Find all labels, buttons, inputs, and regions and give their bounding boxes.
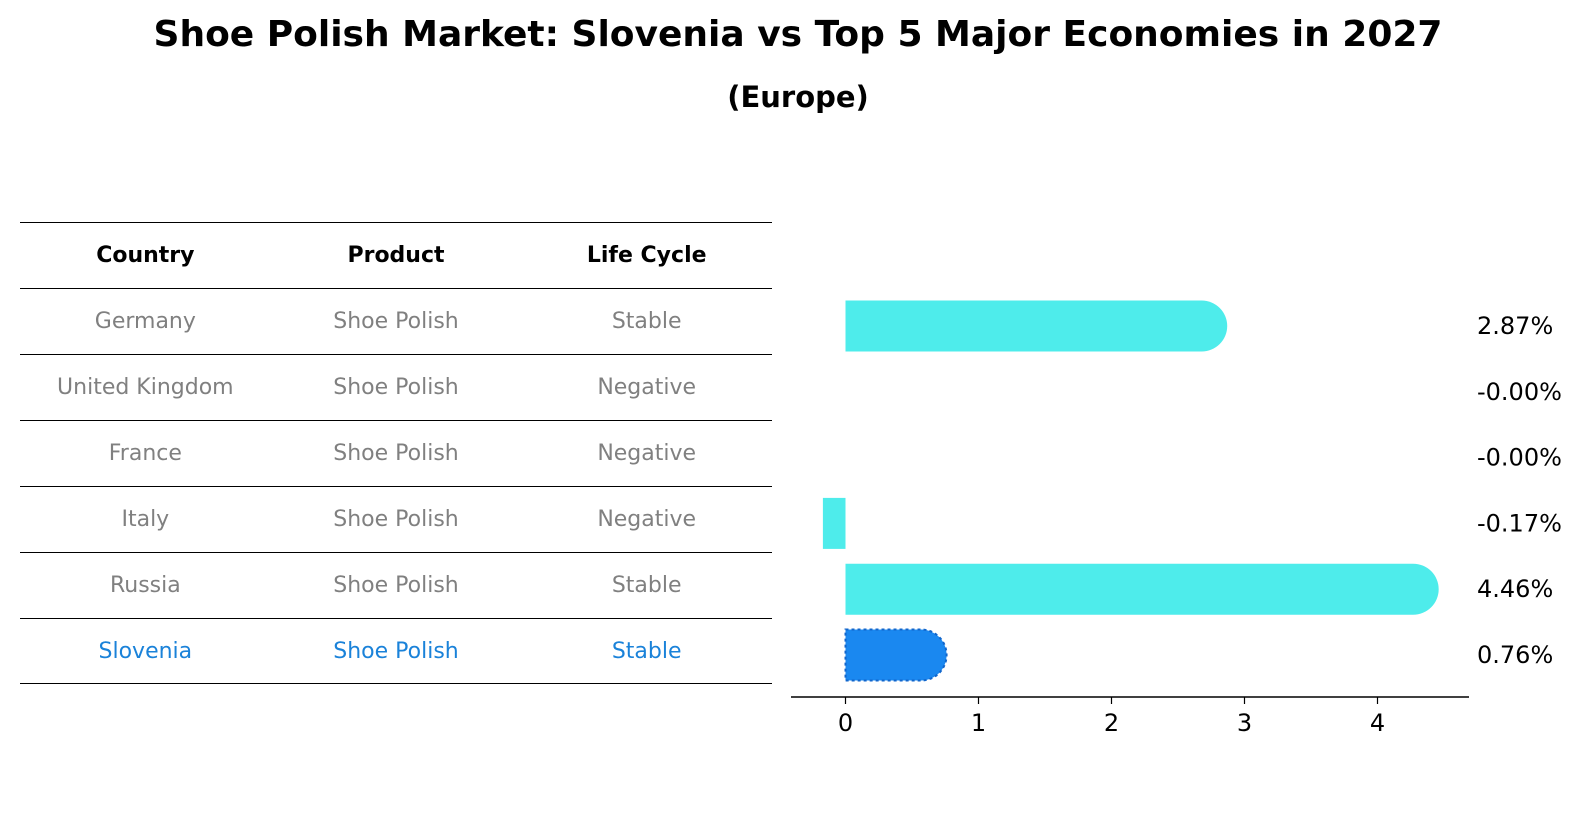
bar-germany [845,300,1228,352]
chart-title: Shoe Polish Market: Slovenia vs Top 5 Ma… [153,14,1443,55]
table-row-highlighted: Slovenia Shoe Polish Stable [20,618,772,684]
life-cycle-cell: Negative [597,441,697,466]
product-cell: Shoe Polish [333,441,459,466]
x-tick-label: 2 [1104,709,1119,737]
bar-italy [822,497,846,549]
life-cycle-cell: Negative [597,375,697,400]
column-header-country: Country [96,243,195,268]
market-table: Country Product Life Cycle Germany Shoe … [20,222,772,684]
country-cell: France [108,441,182,466]
country-cell: Italy [121,507,170,532]
column-header-product: Product [347,243,445,268]
life-cycle-cell: Negative [597,507,697,532]
country-cell: Slovenia [98,638,193,664]
column-header-life-cycle: Life Cycle [586,243,707,268]
data-label: 2.87% [1477,312,1553,340]
bar-slovenia [845,629,947,681]
country-cell: Russia [109,573,181,598]
data-label: -0.00% [1477,378,1562,406]
country-cell: United Kingdom [57,375,234,400]
table-row: Germany Shoe Polish Stable [20,288,772,354]
product-cell: Shoe Polish [333,507,459,532]
x-tick-label: 0 [838,709,853,737]
data-label: -0.00% [1477,444,1562,472]
life-cycle-cell: Stable [611,573,682,598]
life-cycle-cell: Stable [611,638,682,664]
table-row: Italy Shoe Polish Negative [20,486,772,552]
data-label: 0.76% [1477,641,1553,669]
product-cell: Shoe Polish [333,638,459,664]
table-row: United Kingdom Shoe Polish Negative [20,354,772,420]
table-row: Russia Shoe Polish Stable [20,552,772,618]
chart-subtitle: (Europe) [727,80,869,114]
country-cell: Germany [94,309,196,334]
product-cell: Shoe Polish [333,375,459,400]
data-label: 4.46% [1477,575,1553,603]
bar-russia [845,563,1439,615]
x-tick-label: 1 [971,709,986,737]
life-cycle-cell: Stable [611,309,682,334]
table-header-row: Country Product Life Cycle [20,222,772,288]
data-label: -0.17% [1477,509,1562,537]
x-tick-label: 3 [1237,709,1252,737]
bar-highlight-outline [844,628,948,682]
table-row: France Shoe Polish Negative [20,420,772,486]
product-cell: Shoe Polish [333,573,459,598]
x-tick-label: 4 [1370,709,1385,737]
product-cell: Shoe Polish [333,309,459,334]
